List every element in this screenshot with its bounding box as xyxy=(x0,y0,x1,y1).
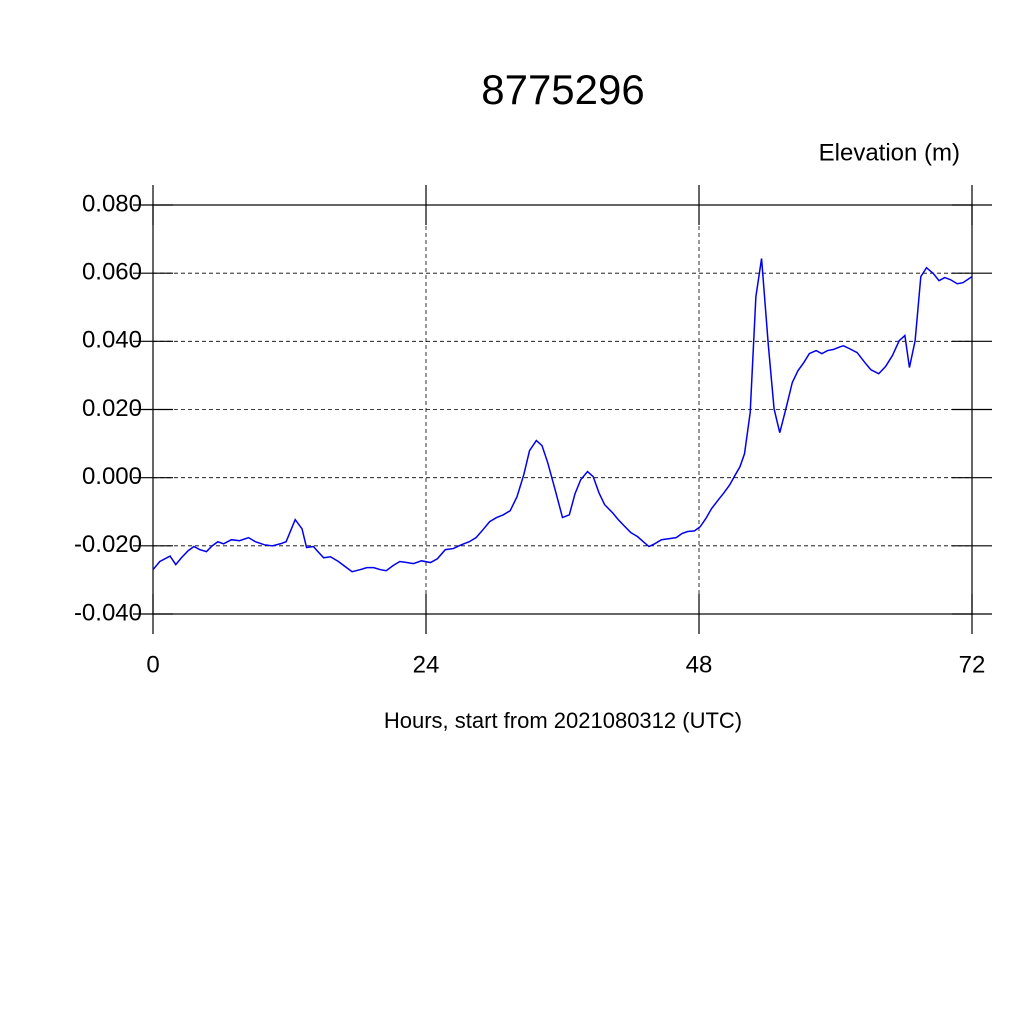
y-tick-label: -0.040 xyxy=(74,599,142,626)
y-tick-label: 0.000 xyxy=(82,463,142,490)
y-tick-label: -0.020 xyxy=(74,531,142,558)
x-tick-label: 24 xyxy=(413,651,440,678)
chart-title: 8775296 xyxy=(481,66,645,113)
y-tick-label: 0.080 xyxy=(82,190,142,217)
x-axis-label: Hours, start from 2021080312 (UTC) xyxy=(384,708,742,733)
y-tick-label: 0.020 xyxy=(82,395,142,422)
x-tick-label: 72 xyxy=(959,651,986,678)
data-line xyxy=(152,258,973,573)
y-tick-label: 0.040 xyxy=(82,327,142,354)
y-tick-label: 0.060 xyxy=(82,259,142,286)
y-axis-label: Elevation (m) xyxy=(819,139,960,166)
x-tick-label: 0 xyxy=(146,651,159,678)
x-tick-label: 48 xyxy=(686,651,713,678)
